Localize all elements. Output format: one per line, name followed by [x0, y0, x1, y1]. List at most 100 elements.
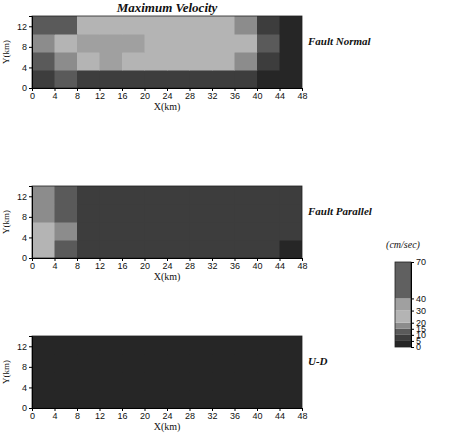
x-tick-label: 28: [185, 91, 195, 101]
y-tick-label: 0: [22, 253, 27, 263]
x-tick-label: 4: [52, 91, 57, 101]
heat-cell: [235, 336, 258, 355]
x-tick-label: 12: [95, 91, 105, 101]
heat-cell: [257, 16, 280, 35]
colorbar-tick-mark: [411, 298, 414, 299]
x-tick: 48: [297, 88, 307, 101]
x-tick-label: 0: [30, 411, 35, 421]
y-tick: 4: [22, 233, 32, 243]
panel-label: Fault Normal: [307, 35, 372, 47]
x-tick-label: 4: [52, 411, 57, 421]
x-tick: 32: [207, 258, 217, 271]
colorbar: 05101520304070(cm/sec): [386, 239, 426, 352]
cells: [32, 16, 302, 88]
heat-cell: [257, 34, 280, 53]
plot-frame: [32, 336, 302, 408]
colorbar-tick-mark: [411, 347, 414, 348]
heat-cell: [122, 70, 145, 88]
colorbar-frame: [395, 262, 411, 347]
x-tick: 4: [52, 258, 57, 271]
y-tick-label: 4: [22, 383, 27, 393]
x-tick-label: 44: [275, 411, 285, 421]
panel: 0481216202428323640444804812X(km)Y(km)U-…: [1, 336, 328, 433]
x-tick-label: 40: [252, 91, 262, 101]
heat-cell: [100, 70, 123, 88]
heat-cell: [212, 16, 235, 35]
heat-cell: [32, 52, 55, 71]
colorbar-tick-mark: [411, 341, 414, 342]
x-tick: 48: [297, 408, 307, 421]
x-tick-label: 48: [297, 411, 307, 421]
heat-cell: [122, 204, 145, 223]
x-tick-label: 32: [207, 261, 217, 271]
panel: 0481216202428323640444804812X(km)Y(km)Fa…: [1, 186, 373, 283]
y-tick: 8: [22, 42, 32, 52]
heat-cell: [280, 240, 303, 258]
heat-cell: [190, 336, 213, 355]
y-tick-mark: [29, 387, 32, 388]
x-tick: 12: [95, 408, 105, 421]
heat-cell: [122, 354, 145, 373]
x-tick: 48: [297, 258, 307, 271]
x-tick: 12: [95, 88, 105, 101]
heat-cell: [32, 354, 55, 373]
colorbar-band: [395, 329, 411, 335]
heat-cell: [122, 372, 145, 391]
y-tick: 4: [22, 383, 32, 393]
x-tick-label: 32: [207, 91, 217, 101]
heat-cell: [32, 240, 55, 258]
heat-cell: [212, 354, 235, 373]
x-tick: 32: [207, 88, 217, 101]
heat-cell: [145, 70, 168, 88]
heat-cell: [257, 336, 280, 355]
plot-frame: [32, 186, 302, 258]
heat-cell: [100, 336, 123, 355]
heat-cell: [145, 336, 168, 355]
colorbar-tick-mark: [411, 262, 414, 263]
heat-cell: [100, 222, 123, 241]
x-tick: 28: [185, 408, 195, 421]
y-tick: 8: [22, 212, 32, 222]
heat-cell: [167, 372, 190, 391]
y-tick: 12: [17, 192, 32, 202]
heat-cell: [190, 372, 213, 391]
heat-cell: [122, 16, 145, 35]
heat-cell: [32, 204, 55, 223]
x-tick: 32: [207, 408, 217, 421]
heat-cell: [145, 390, 168, 408]
colorbar-tick: 40: [411, 294, 426, 304]
heat-cell: [32, 372, 55, 391]
colorbar-tick-label: 20: [416, 318, 426, 328]
heat-cell: [257, 354, 280, 373]
x-tick-label: 16: [117, 91, 127, 101]
heat-cell: [100, 186, 123, 205]
heat-cell: [167, 52, 190, 71]
y-axis: 04812: [17, 17, 33, 94]
heat-cell: [55, 52, 78, 71]
heat-cell: [145, 372, 168, 391]
heat-cell: [280, 34, 303, 53]
x-tick-label: 36: [230, 261, 240, 271]
heat-cell: [32, 16, 55, 35]
heat-cell: [122, 186, 145, 205]
heat-cell: [55, 186, 78, 205]
heat-cell: [145, 222, 168, 241]
plot-frame: [32, 16, 302, 88]
x-tick-label: 36: [230, 411, 240, 421]
x-tick-label: 16: [117, 261, 127, 271]
heat-cell: [280, 70, 303, 88]
x-tick: 28: [185, 88, 195, 101]
x-axis: 04812162024283236404448: [30, 88, 308, 101]
heat-cell: [122, 240, 145, 258]
colorbar-axis: 05101520304070: [411, 257, 426, 352]
x-tick: 4: [52, 88, 57, 101]
panel-label: Fault Parallel: [307, 205, 373, 217]
heat-cell: [167, 222, 190, 241]
heat-cell: [167, 204, 190, 223]
heat-cell: [212, 390, 235, 408]
heat-cell: [55, 354, 78, 373]
cells: [32, 336, 302, 408]
x-tick: 40: [252, 88, 262, 101]
x-tick-label: 40: [252, 261, 262, 271]
heat-cell: [77, 240, 100, 258]
